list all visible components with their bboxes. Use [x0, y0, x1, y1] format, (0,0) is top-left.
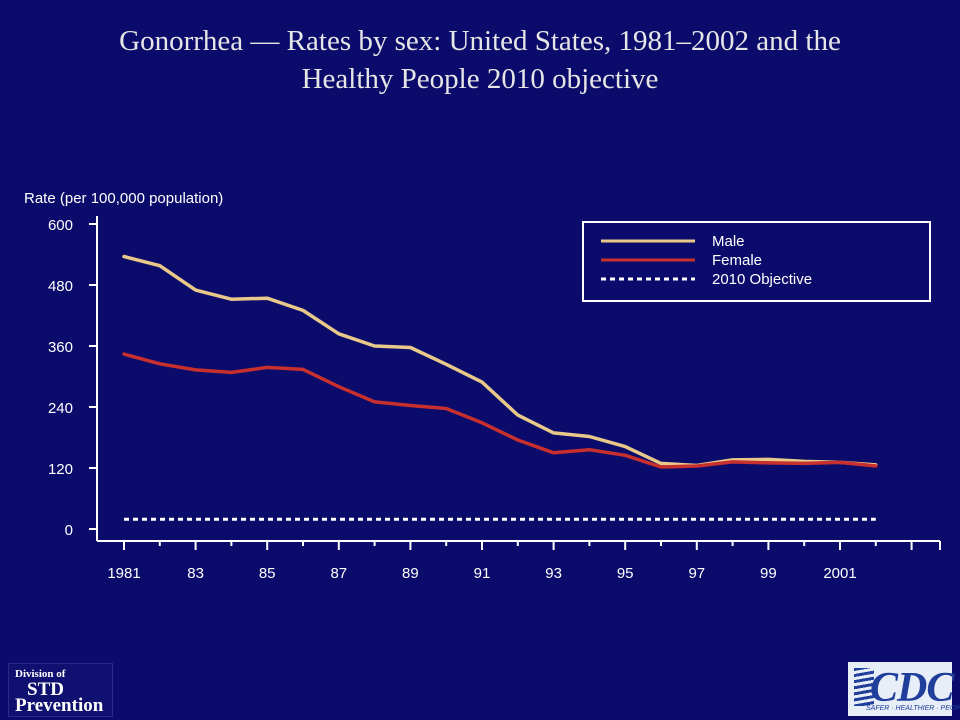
x-tick-label: 83 — [187, 565, 204, 582]
y-axis-label: Rate (per 100,000 population) — [24, 190, 223, 207]
x-tick-label: 93 — [545, 565, 562, 582]
y-tick-label: 0 — [65, 522, 73, 539]
legend-box — [582, 221, 931, 302]
y-tick-label: 600 — [48, 217, 73, 234]
legend-label-2010-objective: 2010 Objective — [712, 271, 812, 288]
std-logo-line-1: Division of — [15, 668, 66, 680]
legend-label-female: Female — [712, 252, 762, 269]
cdc-stripes-icon — [854, 668, 874, 706]
axes: 0 120 240 360 480 600 1981 83 85 87 89 91 93 95 97 99 20… — [48, 216, 941, 582]
legend-label-male: Male — [712, 233, 745, 250]
cdc-logo-mark: CDC — [870, 665, 954, 711]
std-logo-line-2: STD — [27, 679, 64, 700]
x-tick-label: 85 — [259, 565, 276, 582]
x-tick-label: 89 — [402, 565, 419, 582]
y-tick-label: 120 — [48, 461, 73, 478]
x-tick-label: 1981 — [107, 565, 140, 582]
cdc-logo: CDC SAFER · HEALTHIER · PEOPLE™ — [848, 662, 960, 716]
cdc-logo-tagline: SAFER · HEALTHIER · PEOPLE™ — [866, 705, 960, 712]
std-logo-line-3: Prevention — [15, 695, 104, 716]
x-tick-label: 99 — [760, 565, 777, 582]
chart-title-line-1: Gonorrhea — Rates by sex: United States,… — [119, 25, 841, 57]
legend: Male Female 2010 Objective — [582, 221, 931, 302]
x-tick-label: 2001 — [823, 565, 856, 582]
series-lines — [122, 254, 878, 521]
x-tick-label: 91 — [474, 565, 491, 582]
y-tick-label: 480 — [48, 278, 73, 295]
division-of-std-prevention-logo: Division of STD Prevention — [8, 663, 113, 717]
x-tick-label: 97 — [688, 565, 705, 582]
y-tick-label: 360 — [48, 339, 73, 356]
series-line-male — [122, 254, 878, 468]
y-tick-label: 240 — [48, 400, 73, 417]
x-tick-label: 95 — [617, 565, 634, 582]
series-line-female — [122, 352, 878, 469]
x-tick-label: 87 — [330, 565, 347, 582]
chart-title-line-2: Healthy People 2010 objective — [301, 63, 659, 95]
chart-title: Gonorrhea — Rates by sex: United States,… — [0, 22, 960, 98]
